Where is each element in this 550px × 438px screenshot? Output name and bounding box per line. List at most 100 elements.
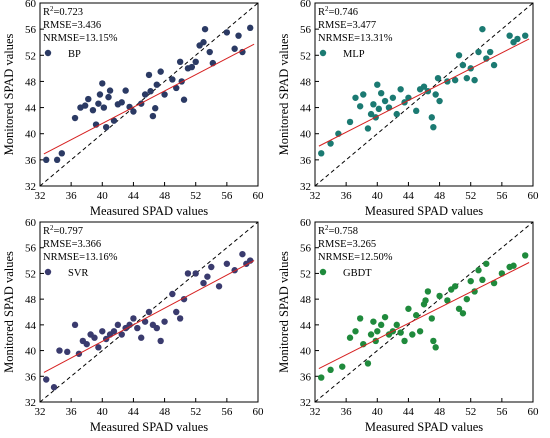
- data-point: [58, 150, 65, 157]
- data-point: [434, 74, 442, 82]
- y-axis-label: Monitored SPAD values: [2, 33, 16, 155]
- data-point: [463, 74, 471, 82]
- data-point: [141, 91, 149, 98]
- data-point: [50, 384, 58, 391]
- data-point: [377, 321, 385, 329]
- y-tick-label: 40: [300, 346, 312, 358]
- data-point: [479, 25, 486, 33]
- data-point: [200, 279, 207, 287]
- one-to-one-line: [314, 2, 534, 187]
- r-squared-superscript: 2: [50, 224, 54, 232]
- x-tick-label: 32: [35, 190, 46, 202]
- legend-marker: [44, 49, 52, 57]
- data-point: [85, 95, 92, 103]
- legend-label: BP: [68, 49, 81, 60]
- data-point: [479, 276, 486, 284]
- data-point: [95, 100, 102, 107]
- data-point: [397, 329, 404, 336]
- data-point: [89, 106, 97, 114]
- y-tick-label: 40: [300, 129, 312, 141]
- data-point: [451, 76, 459, 84]
- x-axis-label: Measured SPAD values: [365, 204, 483, 218]
- legend-label: GBDT: [343, 268, 372, 279]
- y-tick-label: 60: [300, 217, 312, 229]
- data-point: [239, 48, 246, 56]
- y-tick-label: 56: [25, 24, 37, 36]
- data-point: [208, 263, 215, 271]
- data-point: [118, 99, 125, 106]
- x-tick-label: 52: [190, 190, 201, 202]
- data-point: [364, 125, 372, 132]
- x-tick-label: 56: [221, 406, 233, 418]
- y-tick-label: 44: [25, 103, 37, 115]
- r-squared-stat: R2=0.746: [318, 5, 358, 18]
- data-point: [64, 348, 71, 356]
- data-point: [374, 81, 381, 88]
- data-point: [169, 76, 176, 83]
- y-tick-label: 56: [25, 243, 37, 255]
- panel-gbdt: 32 36 40 44 48 52 56 60 32 36 40 44 48 52 56 60 Measured…: [277, 217, 539, 434]
- data-point: [130, 108, 137, 115]
- r-squared-stat: R2=0.797: [43, 224, 83, 237]
- data-point: [413, 312, 420, 319]
- y-tick-label: 60: [300, 0, 312, 10]
- y-tick-label: 48: [300, 294, 312, 306]
- r-squared-symbol: R: [43, 226, 50, 237]
- data-point: [99, 80, 106, 87]
- y-tick-label: 48: [300, 76, 312, 88]
- nrmse-stat: NRMSE=13.31%: [318, 33, 393, 44]
- data-point: [43, 376, 50, 383]
- x-tick-label: 52: [190, 406, 201, 418]
- x-tick-label: 56: [221, 190, 233, 202]
- data-point: [370, 318, 377, 325]
- nrmse-stat: NRMSE=13.15%: [43, 33, 118, 44]
- y-tick-label: 32: [300, 397, 311, 409]
- data-point: [96, 91, 104, 98]
- x-tick-label: 32: [35, 406, 46, 418]
- x-tick-label: 40: [372, 406, 384, 418]
- data-point: [432, 91, 439, 98]
- x-tick-label: 32: [310, 406, 321, 418]
- data-point: [235, 32, 242, 39]
- panel-bp: 32 36 40 44 48 52 56 60 32 36 40 44 48 52 56 60 Measured…: [2, 0, 264, 218]
- y-axis-label: Monitored SPAD values: [2, 251, 16, 373]
- x-tick-label: 44: [128, 190, 140, 202]
- r-squared-superscript: 2: [325, 224, 329, 232]
- data-point: [231, 45, 238, 52]
- x-tick-label: 60: [253, 190, 265, 202]
- y-tick-label: 36: [25, 371, 37, 383]
- rmse-stat: RMSE=3.265: [318, 239, 376, 250]
- data-point: [110, 328, 118, 335]
- data-point: [346, 118, 354, 126]
- y-tick-label: 52: [25, 50, 36, 62]
- x-tick-label: 60: [253, 406, 265, 418]
- data-point: [95, 344, 102, 351]
- r-squared-stat: R2=0.758: [318, 224, 358, 237]
- data-point: [432, 344, 439, 351]
- data-point: [141, 318, 149, 325]
- y-tick-label: 52: [300, 268, 311, 280]
- data-point: [339, 363, 346, 370]
- r-squared-stat: R2=0.723: [43, 5, 83, 18]
- x-tick-label: 56: [496, 406, 508, 418]
- panel-svr: 32 36 40 44 48 52 56 60 32 36 40 44 48 52 56 60 Measured…: [2, 217, 264, 434]
- x-tick-label: 36: [66, 190, 78, 202]
- plot-frame: [314, 2, 534, 187]
- data-point: [375, 105, 383, 113]
- data-point: [153, 81, 160, 88]
- data-point: [356, 315, 364, 322]
- rmse-stat: RMSE=3.477: [318, 20, 376, 31]
- data-point: [459, 310, 467, 317]
- panel-mlp: 32 36 40 44 48 52 56 60 32 36 40 44 48 52 56 60 Measured…: [277, 0, 539, 218]
- data-point: [377, 89, 385, 97]
- data-point: [430, 123, 437, 131]
- x-tick-label: 56: [496, 190, 508, 202]
- x-tick-label: 48: [434, 406, 446, 418]
- data-point: [459, 61, 467, 69]
- data-point: [247, 24, 254, 32]
- legend-label: SVR: [68, 268, 88, 279]
- y-tick-label: 40: [25, 346, 37, 358]
- r-squared-value: =0.797: [54, 226, 84, 237]
- x-tick-label: 44: [403, 406, 415, 418]
- y-tick-label: 44: [300, 320, 312, 332]
